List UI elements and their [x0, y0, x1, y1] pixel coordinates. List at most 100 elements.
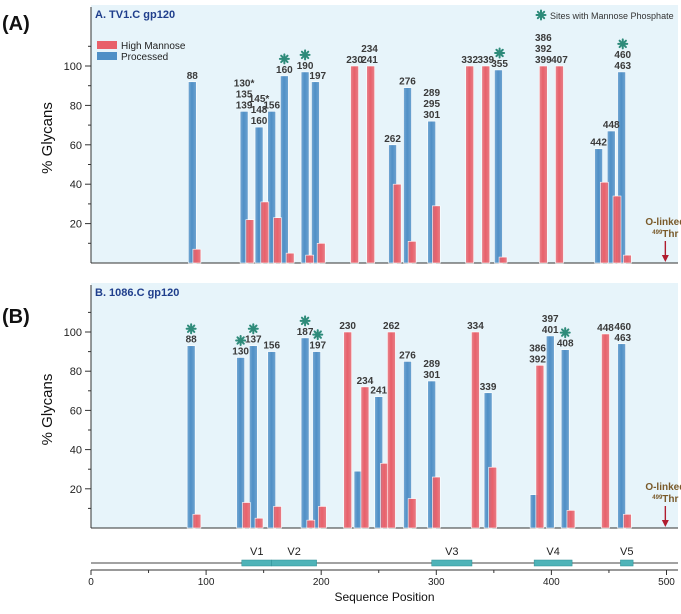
legend-mannose-phosphate-icon-core — [538, 12, 544, 18]
processed-bar — [617, 343, 626, 529]
processed-bar — [545, 335, 555, 529]
legend-label-mannose-phosphate: Sites with Mannose Phosphate — [550, 11, 674, 21]
high-mannose-bar — [431, 476, 441, 529]
processed-bar — [560, 349, 570, 529]
high-mannose-bar — [192, 513, 202, 529]
glycan-site-label: 197 — [309, 341, 326, 352]
high-mannose-bar — [612, 195, 622, 264]
processed-bar — [239, 111, 249, 264]
processed-bar — [427, 120, 436, 264]
glycan-site-label: 301 — [423, 110, 440, 121]
glycan-site-label: 241 — [361, 55, 378, 66]
high-mannose-bar — [539, 65, 548, 264]
glycan-site-label: 234 — [357, 376, 374, 387]
glycan-site-label: 160 — [251, 116, 268, 127]
mannose-phosphate-marker-icon — [559, 327, 571, 339]
glycan-site-label: 460 — [614, 322, 631, 333]
variable-region-bar — [271, 559, 317, 567]
glycan-site-label: 187 — [297, 327, 314, 338]
glycan-site-label: 392 — [535, 44, 552, 55]
glycan-site-label: 301 — [423, 370, 440, 381]
glycan-site-label: 130* — [234, 78, 255, 89]
glycan-site-label: 130 — [232, 346, 249, 357]
mannose-phosphate-marker-icon-core — [251, 326, 256, 331]
glycan-site-label: 392 — [529, 354, 546, 365]
olinked-arrow-head-icon — [661, 255, 669, 262]
variable-region-label: V2 — [287, 546, 300, 558]
variable-region-bar — [533, 559, 573, 567]
mannose-phosphate-marker-icon-core — [620, 41, 625, 46]
glycan-site-label: 145* — [249, 94, 270, 105]
glycan-site-label: 339 — [477, 55, 494, 66]
legend-mannose-phosphate-icon — [535, 9, 547, 21]
panel-b: (B) B. 1086.C gp120 20 40 60 80 100 % Glycans 88… — [2, 283, 681, 529]
processed-bar — [248, 345, 258, 529]
mannose-phosphate-marker-icon — [617, 38, 629, 50]
high-mannose-bar — [471, 331, 480, 529]
glycan-site-label: 230 — [346, 55, 363, 66]
high-mannose-bar — [481, 65, 491, 264]
y-tick-label: 100 — [64, 327, 82, 339]
y-axis-label: % Glycans — [39, 102, 56, 174]
variable-region-bar — [620, 559, 634, 567]
panel-title: A. TV1.C gp120 — [95, 9, 175, 21]
y-tick-label: 40 — [70, 445, 82, 457]
olinked-residue-label: 499Thr — [652, 229, 678, 240]
processed-bar — [236, 357, 245, 529]
high-mannose-bar — [285, 252, 295, 264]
y-tick-label: 40 — [70, 179, 82, 191]
glycan-site-label: 262 — [384, 134, 401, 145]
mannose-phosphate-marker-icon — [185, 323, 197, 335]
high-mannose-bar — [498, 256, 508, 264]
olinked-residue-name: Thr — [662, 229, 678, 240]
mannose-phosphate-marker-icon — [235, 334, 247, 346]
glycan-site-label: 135 — [236, 89, 253, 100]
olinked-label: O-linked — [645, 217, 681, 228]
processed-bar — [300, 337, 310, 529]
glycan-site-label: 197 — [309, 71, 326, 82]
x-tick-label: 100 — [198, 577, 215, 588]
high-mannose-bar — [318, 506, 327, 529]
glycan-site-label: 460 — [614, 50, 631, 61]
glycan-site-label: 230 — [339, 321, 356, 332]
high-mannose-bar — [242, 502, 251, 529]
glycan-site-label: 355 — [491, 59, 508, 70]
processed-bar — [312, 351, 321, 529]
legend-swatch-high-mannose — [97, 41, 117, 49]
high-mannose-bar — [260, 201, 270, 264]
variable-region-label: V4 — [546, 546, 559, 558]
glycan-site-label: 88 — [187, 71, 199, 82]
olinked-residue-number: 499 — [652, 495, 663, 501]
high-mannose-bar — [273, 506, 282, 529]
glycan-site-label: 339 — [480, 382, 497, 393]
high-mannose-bar — [623, 254, 632, 264]
glycan-site-label: 241 — [370, 386, 387, 397]
glycan-site-label: 295 — [423, 99, 440, 110]
y-axis-label: % Glycans — [39, 374, 56, 446]
y-tick-label: 80 — [70, 366, 82, 378]
high-mannose-bar — [465, 65, 474, 264]
high-mannose-bar — [387, 331, 396, 529]
high-mannose-bar — [488, 466, 497, 529]
high-mannose-bar — [360, 386, 370, 529]
x-tick-label: 200 — [313, 577, 330, 588]
mannose-phosphate-marker-icon-core — [282, 56, 287, 61]
high-mannose-bar — [600, 181, 609, 264]
legend-label-processed: Processed — [121, 52, 168, 63]
glycan-site-label: 463 — [614, 333, 631, 344]
glycan-site-label: 386 — [529, 343, 546, 354]
high-mannose-bar — [343, 331, 352, 529]
glycan-site-label: 407 — [551, 55, 568, 66]
processed-bar — [427, 380, 436, 529]
mannose-phosphate-marker-icon — [312, 329, 324, 341]
glycan-site-label: 399 — [535, 55, 552, 66]
olinked-label: O-linked — [645, 482, 681, 493]
processed-bar — [311, 81, 320, 264]
glycan-site-label: 262 — [383, 321, 400, 332]
mannose-phosphate-marker-icon — [299, 49, 311, 61]
mannose-phosphate-marker-icon-core — [189, 326, 194, 331]
x-axis-label: Sequence Position — [334, 590, 434, 604]
mannose-phosphate-marker-icon-core — [238, 338, 243, 343]
